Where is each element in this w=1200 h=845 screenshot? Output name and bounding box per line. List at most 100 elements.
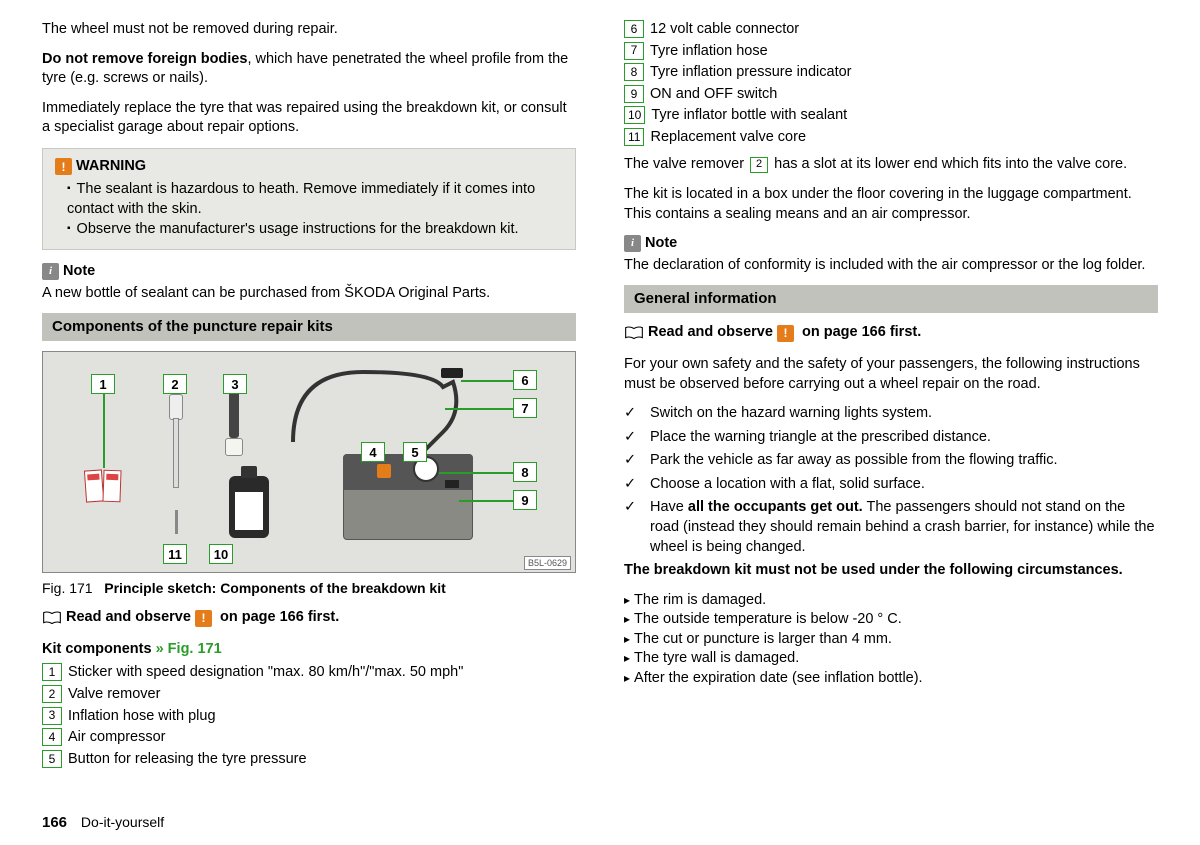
component-item: 1Sticker with speed designation "max. 80… xyxy=(42,663,576,683)
component-number: 11 xyxy=(624,128,644,146)
condition-item: The outside temperature is below -20 ° C… xyxy=(624,610,1158,630)
note-text: A new bottle of sealant can be purchased… xyxy=(42,284,576,304)
component-text: 12 volt cable connector xyxy=(650,20,1158,40)
note-heading: i Note xyxy=(42,262,576,282)
bottle-cap-shape xyxy=(241,466,257,478)
component-number: 9 xyxy=(624,85,644,103)
component-text: ON and OFF switch xyxy=(650,85,1158,105)
text: Read and observe xyxy=(648,323,773,343)
figure-reference: » Fig. 171 xyxy=(152,641,222,657)
text: The valve remover xyxy=(624,156,748,172)
warning-list: The sealant is hazardous to heath. Remov… xyxy=(55,180,563,239)
callout-line xyxy=(459,500,513,502)
checklist-item: Have all the occupants get out. The pass… xyxy=(624,498,1158,557)
sticker-shape xyxy=(84,470,104,503)
callout-6: 6 xyxy=(513,370,537,390)
text: has a slot at its lower end which fits i… xyxy=(770,156,1127,172)
component-text: Tyre inflator bottle with sealant xyxy=(651,106,1158,126)
warning-heading: ! WARNING xyxy=(55,157,563,177)
callout-1: 1 xyxy=(91,374,115,394)
component-item: 4 Air compressor xyxy=(42,728,576,748)
component-item: 2Valve remover xyxy=(42,685,576,705)
condition-item: The tyre wall is damaged. xyxy=(624,649,1158,669)
valve-remover-stem xyxy=(173,418,179,488)
chapter-name: Do-it-yourself xyxy=(81,814,164,830)
component-item: 8 Tyre inflation pressure indicator xyxy=(624,63,1158,83)
info-icon: i xyxy=(42,263,59,280)
text: Place the warning triangle at the prescr… xyxy=(650,428,991,448)
text: Park the vehicle as far away as possible… xyxy=(650,451,1058,471)
condition-item: The cut or puncture is larger than 4 mm. xyxy=(624,630,1158,650)
text: Switch on the hazard warning lights syst… xyxy=(650,404,932,424)
fig-title: Principle sketch: Components of the brea… xyxy=(104,580,446,596)
component-text: Replacement valve core xyxy=(650,128,1158,148)
component-number: 7 xyxy=(624,42,644,60)
figure-code: B5L-0629 xyxy=(524,556,571,570)
condition-item: After the expiration date (see inflation… xyxy=(624,669,1158,689)
component-item: 5Button for releasing the tyre pressure xyxy=(42,750,576,770)
book-icon xyxy=(42,611,62,625)
warning-item: The sealant is hazardous to heath. Remov… xyxy=(67,180,563,219)
note-heading: i Note xyxy=(624,234,1158,254)
section-heading: General information xyxy=(624,285,1158,313)
component-text: Valve remover xyxy=(68,685,576,705)
component-number: 3 xyxy=(42,707,62,725)
condition-item: The rim is damaged. xyxy=(624,591,1158,611)
compressor-button-shape xyxy=(377,464,391,478)
callout-line xyxy=(461,380,513,382)
paragraph: For your own safety and the safety of yo… xyxy=(624,355,1158,394)
warning-box: ! WARNING The sealant is hazardous to he… xyxy=(42,148,576,250)
paragraph: Immediately replace the tyre that was re… xyxy=(42,99,576,138)
connector-shape xyxy=(441,368,463,378)
component-text: Button for releasing the tyre pressure xyxy=(68,750,576,770)
component-text: Tyre inflation hose xyxy=(650,42,1158,62)
valve-core-shape xyxy=(175,510,178,534)
component-text: Air compressor xyxy=(68,728,576,748)
component-text: Tyre inflation pressure indicator xyxy=(650,63,1158,83)
warning-label: WARNING xyxy=(76,157,146,177)
figure-caption: Fig. 171 Principle sketch: Components of… xyxy=(42,579,576,598)
checklist: Switch on the hazard warning lights syst… xyxy=(624,404,1158,557)
component-item: 9 ON and OFF switch xyxy=(624,85,1158,105)
text: on page 166 first. xyxy=(220,608,339,628)
note-text: The declaration of conformity is include… xyxy=(624,256,1158,276)
callout-11: 11 xyxy=(163,544,187,564)
warning-icon: ! xyxy=(55,158,72,175)
checklist-item: Place the warning triangle at the prescr… xyxy=(624,428,1158,448)
callout-line xyxy=(439,472,513,474)
paragraph: The kit is located in a box under the fl… xyxy=(624,185,1158,224)
text: Read and observe xyxy=(66,608,191,628)
text: Choose a location with a flat, solid sur… xyxy=(650,475,925,495)
condition-list: The rim is damaged.The outside temperatu… xyxy=(624,591,1158,689)
paragraph: Do not remove foreign bodies, which have… xyxy=(42,50,576,89)
read-and-observe: Read and observe ! on page 166 first. xyxy=(42,608,576,628)
bold-text: The breakdown kit must not be used under… xyxy=(624,562,1123,578)
page-footer: 166 Do-it-yourself xyxy=(42,813,164,833)
component-item: 11 Replacement valve core xyxy=(624,128,1158,148)
info-icon: i xyxy=(624,235,641,252)
callout-4: 4 xyxy=(361,442,385,462)
callout-2: 2 xyxy=(163,374,187,394)
text: Kit components xyxy=(42,641,152,657)
bold-text: Do not remove foreign bodies xyxy=(42,51,247,67)
sticker-shape xyxy=(102,470,121,503)
switch-shape xyxy=(445,480,459,488)
callout-line xyxy=(445,408,513,410)
inline-callout: 2 xyxy=(750,157,768,173)
callout-5: 5 xyxy=(403,442,427,462)
paragraph: The valve remover 2 has a slot at its lo… xyxy=(624,155,1158,175)
component-number: 4 xyxy=(42,728,62,746)
note-label: Note xyxy=(63,262,95,282)
page-number: 166 xyxy=(42,814,67,831)
callout-8: 8 xyxy=(513,462,537,482)
component-item: 7 Tyre inflation hose xyxy=(624,42,1158,62)
callout-7: 7 xyxy=(513,398,537,418)
text: on page 166 first. xyxy=(802,323,921,343)
component-list: 1Sticker with speed designation "max. 80… xyxy=(42,663,576,769)
book-icon xyxy=(624,326,644,340)
callout-3: 3 xyxy=(223,374,247,394)
callout-line xyxy=(103,394,105,468)
warning-icon: ! xyxy=(195,610,212,627)
section-heading: Components of the puncture repair kits xyxy=(42,313,576,341)
component-number: 8 xyxy=(624,63,644,81)
